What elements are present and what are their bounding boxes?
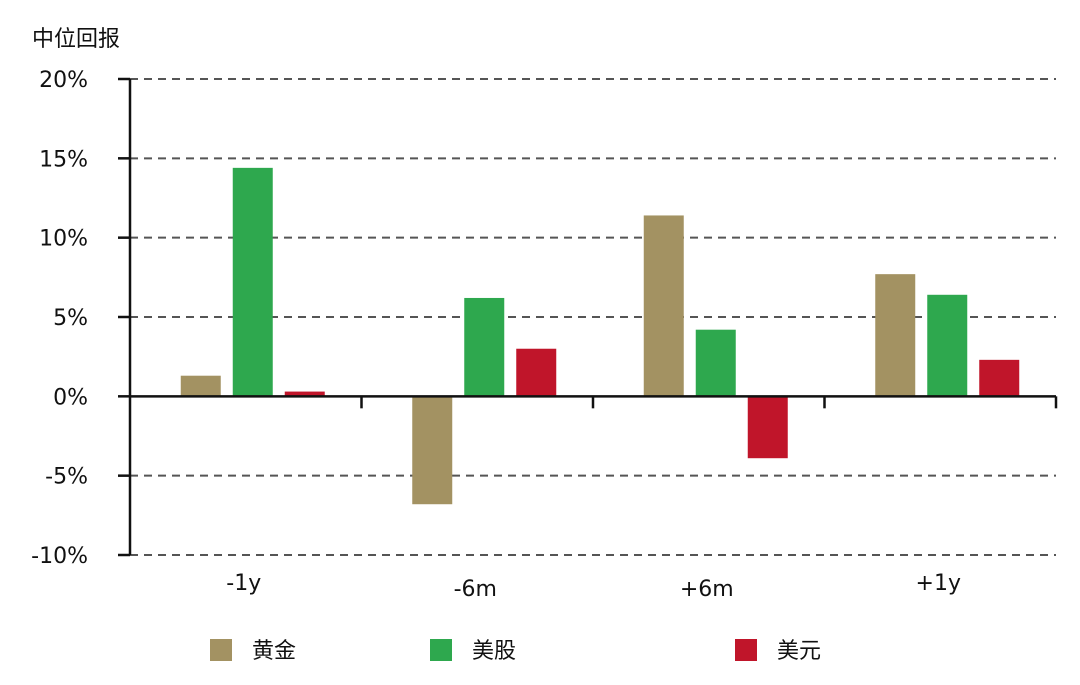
bar-3--1y bbox=[284, 391, 325, 397]
bars bbox=[180, 167, 1020, 505]
y-tick-label: 5% bbox=[53, 306, 88, 331]
legend-swatch bbox=[735, 639, 757, 661]
x-tick-label: -1y bbox=[226, 571, 261, 596]
legend-swatch bbox=[430, 639, 452, 661]
x-tick-label: +6m bbox=[680, 577, 734, 602]
y-tick-label: 15% bbox=[39, 147, 88, 172]
bar-1--6m bbox=[412, 396, 453, 505]
bar-3-+6m bbox=[747, 396, 788, 459]
bar-2-+1y bbox=[927, 294, 968, 397]
x-tick-label: +1y bbox=[916, 571, 961, 596]
y-tick-label: 20% bbox=[39, 68, 88, 93]
bar-2--1y bbox=[232, 167, 273, 397]
y-tick-label: -10% bbox=[31, 544, 88, 569]
legend-label: 美股 bbox=[472, 639, 516, 664]
bar-1-+1y bbox=[875, 274, 916, 397]
x-tick-labels: -1y -6m +6m +1y bbox=[226, 571, 961, 602]
legend: 黄金 美股 美元 bbox=[210, 639, 821, 664]
y-tick-label: 10% bbox=[39, 227, 88, 252]
gridlines bbox=[130, 78, 1056, 556]
axes bbox=[118, 77, 1058, 557]
y-tick-labels: -10% -5% 0% 5% 10% 15% 20% bbox=[31, 68, 88, 569]
legend-label: 黄金 bbox=[252, 639, 296, 664]
bar-1-+6m bbox=[643, 215, 684, 397]
x-tick-label: -6m bbox=[454, 577, 497, 602]
y-tick-label: 0% bbox=[53, 385, 88, 410]
legend-swatch bbox=[210, 639, 232, 661]
legend-label: 美元 bbox=[777, 639, 821, 664]
bar-1--1y bbox=[180, 375, 221, 397]
bar-3--6m bbox=[516, 348, 557, 397]
bar-3-+1y bbox=[979, 359, 1020, 397]
bar-2--6m bbox=[464, 297, 505, 397]
y-axis-label: 中位回报 bbox=[32, 27, 120, 52]
bar-2-+6m bbox=[695, 329, 736, 397]
y-tick-label: -5% bbox=[45, 465, 88, 490]
